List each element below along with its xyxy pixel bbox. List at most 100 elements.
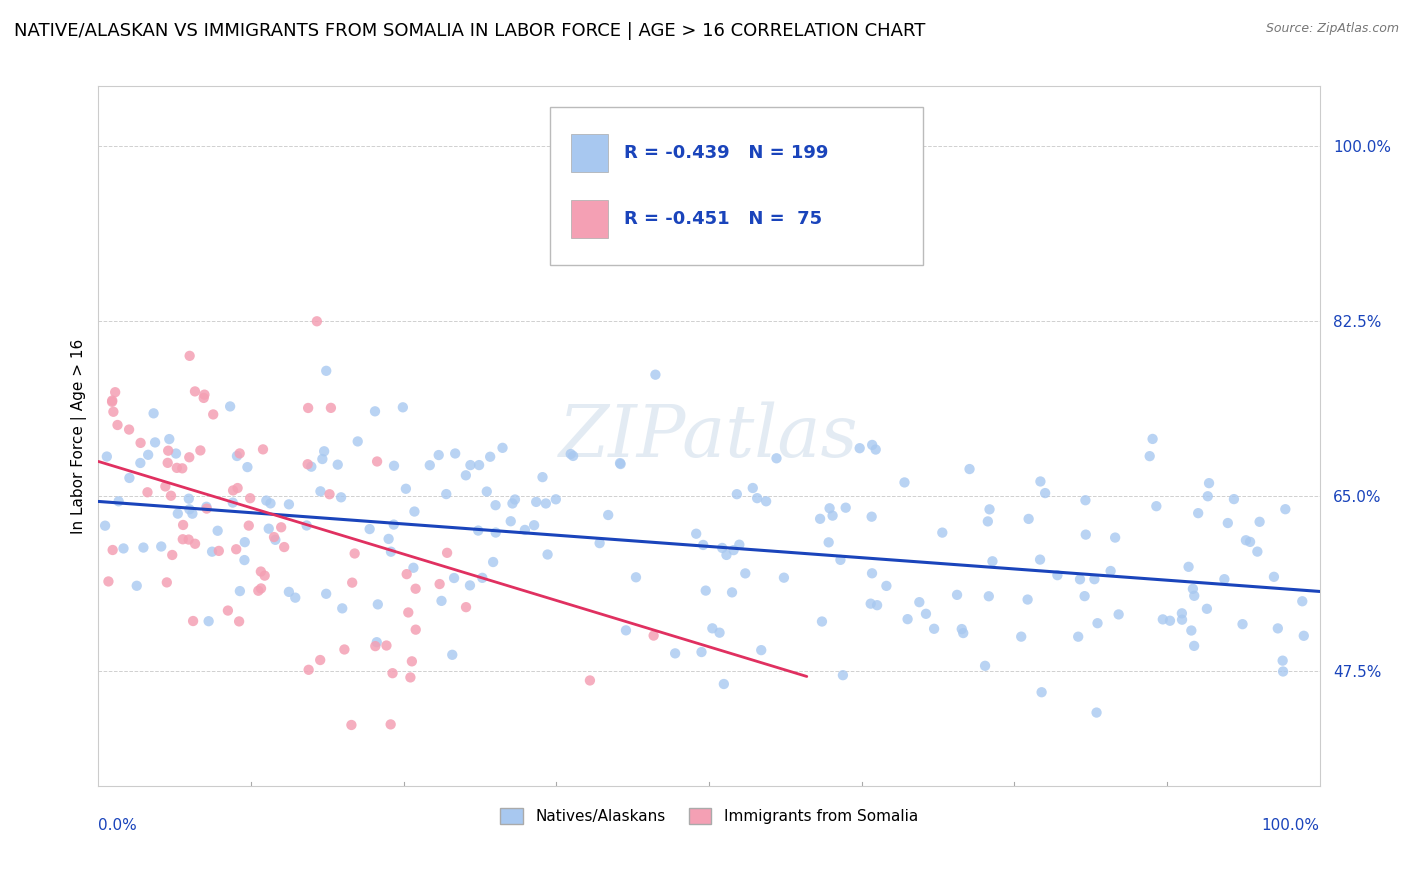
Point [238,518,260,533]
Point [250,565,273,579]
Point [315,364,337,378]
Point [377,532,399,546]
Point [309,484,332,499]
Point [396,606,419,620]
Point [860,509,883,524]
Point [366,454,388,468]
Point [741,481,763,495]
Point [405,623,427,637]
Point [709,625,731,640]
Point [959,462,981,476]
Point [118,471,141,485]
Point [103,405,125,419]
Point [257,522,280,536]
Point [1181,582,1204,596]
Point [330,601,353,615]
Point [250,582,273,596]
Point [1108,607,1130,622]
Point [380,717,402,731]
Point [1073,589,1095,603]
Point [392,401,415,415]
Point [977,515,1000,529]
Point [728,538,751,552]
Point [1187,506,1209,520]
Point [531,470,554,484]
Point [1029,475,1052,489]
Point [773,571,796,585]
Point [981,554,1004,568]
Point [866,598,889,612]
Point [1234,533,1257,548]
Point [125,579,148,593]
Point [193,387,215,401]
Point [560,447,582,461]
Point [254,493,277,508]
Point [142,406,165,420]
Text: R = -0.451   N =  75: R = -0.451 N = 75 [624,211,821,228]
Point [475,484,498,499]
Point [1216,516,1239,530]
Point [101,393,124,408]
Point [830,553,852,567]
Point [1177,559,1199,574]
Point [172,518,194,533]
Point [430,594,453,608]
Point [614,624,637,638]
Point [441,648,464,662]
Point [181,614,204,628]
Point [172,461,194,475]
Point [380,545,402,559]
Point [104,385,127,400]
Point [112,541,135,556]
Point [101,394,124,409]
Point [228,615,250,629]
Point [184,384,207,399]
Point [343,546,366,560]
Point [609,457,631,471]
Point [860,438,883,452]
Point [150,540,173,554]
Point [534,496,557,510]
Point [101,543,124,558]
Y-axis label: In Labor Force | Age > 16: In Labor Force | Age > 16 [72,339,87,534]
Point [723,543,745,558]
Point [1074,527,1097,541]
Point [1292,629,1315,643]
Point [136,485,159,500]
Point [160,489,183,503]
Point [162,548,184,562]
Point [811,615,834,629]
Point [544,492,567,507]
Point [1182,639,1205,653]
Text: NATIVE/ALASKAN VS IMMIGRANTS FROM SOMALIA IN LABOR FORCE | AGE > 16 CORRELATION : NATIVE/ALASKAN VS IMMIGRANTS FROM SOMALI… [14,22,925,40]
Point [207,524,229,538]
Point [118,423,141,437]
Point [1144,499,1167,513]
Point [1104,531,1126,545]
Point [233,553,256,567]
Point [702,621,724,635]
Point [1180,624,1202,638]
Point [179,502,201,516]
Point [692,538,714,552]
Point [1046,568,1069,582]
Point [259,496,281,510]
Point [299,459,322,474]
Point [429,577,451,591]
Point [875,579,897,593]
Point [749,643,772,657]
Point [273,540,295,554]
Point [315,587,337,601]
Point [1029,552,1052,566]
Point [1074,493,1097,508]
Point [952,626,974,640]
Point [226,481,249,495]
Point [817,535,839,549]
Point [1083,572,1105,586]
Point [181,507,204,521]
Point [96,450,118,464]
Point [165,446,187,460]
Point [848,441,870,455]
Point [479,450,502,464]
Point [690,645,713,659]
